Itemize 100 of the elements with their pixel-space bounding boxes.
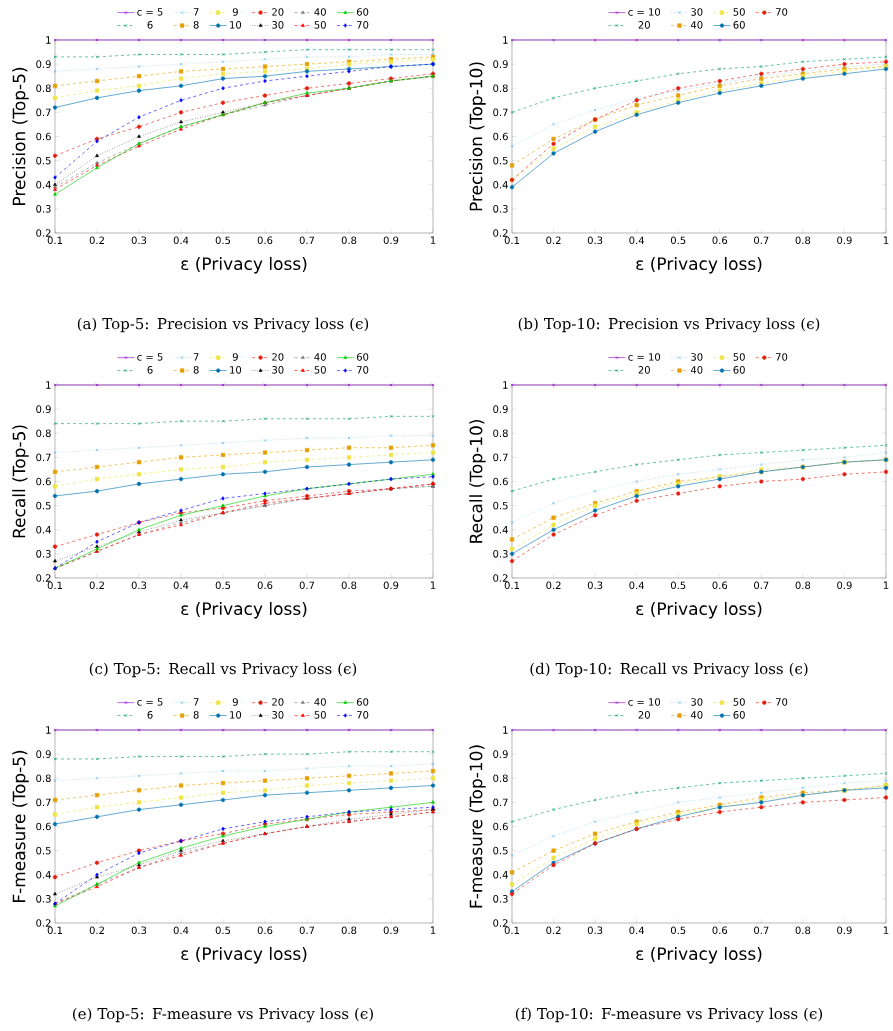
x-tick-label: 0.9 — [837, 581, 852, 590]
x-tick-label: 1 — [883, 581, 889, 589]
legend-label: 40 — [314, 8, 326, 16]
legend-label: 50 — [733, 698, 745, 706]
x-tick-label: 0.9 — [383, 236, 399, 245]
x-tick-label: 0.7 — [299, 581, 315, 590]
y-tick-label: 0.2 — [36, 919, 51, 927]
legend-label: 20 — [272, 698, 284, 706]
y-axis-title: F-measure (Top-10) — [469, 745, 486, 908]
legend-label: 8 — [193, 711, 199, 719]
y-tick-label: 0.3 — [36, 205, 51, 213]
x-tick-label: 0.7 — [754, 581, 769, 590]
legend-label: c = 10 — [628, 353, 661, 361]
y-tick-label: 0.9 — [493, 750, 508, 758]
legend-label: 8 — [193, 21, 199, 29]
y-tick-label: 0.4 — [493, 180, 508, 189]
legend-label: 60 — [356, 698, 369, 706]
y-tick-label: 1 — [503, 381, 508, 389]
x-tick-label: 1 — [430, 581, 436, 589]
y-tick-label: 0.9 — [36, 60, 51, 68]
legend-label: 7 — [193, 353, 199, 361]
y-tick-label: 1 — [46, 36, 51, 44]
x-tick-label: 1 — [430, 926, 436, 934]
legend-label: c = 10 — [628, 698, 661, 706]
legend-label: 60 — [733, 21, 745, 29]
x-tick-label: 0.2 — [546, 581, 561, 590]
legend-label: 10 — [230, 711, 242, 719]
x-tick-label: 0.2 — [89, 236, 104, 245]
x-axis-title: ε (Privacy loss) — [181, 601, 307, 619]
x-tick-label: 0.8 — [795, 926, 811, 935]
legend-label: 60 — [356, 8, 369, 16]
x-tick-label: 0.4 — [173, 236, 189, 245]
x-tick-label: 0.8 — [795, 236, 811, 245]
text: (f) Top-10: F-measure vs Privacy loss (ϵ) — [515, 1007, 823, 1023]
x-axis-title: ε (Privacy loss) — [636, 256, 762, 274]
y-tick-label: 0.2 — [493, 919, 508, 927]
text: (e) Top-5: F-measure vs Privacy loss (ϵ) — [73, 1007, 373, 1023]
x-tick-label: 0.9 — [383, 581, 399, 590]
x-tick-label: 0.5 — [670, 581, 686, 590]
y-tick-label: 0.7 — [493, 108, 508, 117]
legend-label: 6 — [147, 711, 153, 719]
y-tick-label: 0.7 — [493, 453, 508, 462]
legend-label: 6 — [147, 21, 153, 29]
x-tick-label: 0.8 — [341, 926, 357, 935]
x-tick-label: 0.3 — [131, 236, 147, 245]
x-tick-label: 0.3 — [587, 581, 603, 590]
x-tick-label: 0.6 — [257, 236, 273, 245]
legend-label: 70 — [357, 21, 369, 29]
y-tick-label: 0.3 — [493, 205, 508, 213]
x-tick-label: 0.1 — [47, 236, 63, 245]
x-axis-title: ε (Privacy loss) — [181, 256, 307, 274]
legend-label: 20 — [272, 8, 284, 16]
y-tick-label: 0.7 — [36, 453, 51, 462]
y-tick-label: 0.2 — [36, 229, 51, 237]
y-tick-label: 0.4 — [493, 525, 508, 534]
y-tick-label: 1 — [46, 381, 51, 389]
legend-label: 70 — [357, 711, 369, 719]
y-tick-label: 0.6 — [493, 132, 508, 141]
x-tick-label: 0.2 — [546, 236, 561, 245]
legend-label: 60 — [356, 353, 369, 361]
x-axis-title: ε (Privacy loss) — [636, 946, 762, 964]
y-tick-label: 0.8 — [36, 774, 51, 783]
legend-label: 20 — [638, 711, 650, 719]
x-axis-title: ε (Privacy loss) — [181, 946, 307, 964]
x-tick-label: 1 — [883, 926, 889, 934]
x-tick-label: 0.6 — [712, 236, 728, 245]
y-tick-label: 0.5 — [493, 501, 508, 510]
x-tick-label: 0.9 — [837, 926, 852, 935]
y-tick-label: 0.9 — [493, 60, 508, 68]
legend-label: 30 — [272, 711, 284, 719]
x-tick-label: 0.8 — [341, 236, 357, 245]
y-axis-title: Precision (Top-10) — [469, 62, 486, 211]
x-tick-label: 0.8 — [341, 581, 357, 590]
y-tick-label: 1 — [503, 36, 508, 44]
y-tick-label: 0.3 — [493, 550, 508, 558]
x-tick-label: 0.7 — [754, 236, 769, 245]
legend-label: 30 — [691, 698, 703, 706]
y-tick-label: 0.9 — [36, 750, 51, 758]
y-tick-label: 0.3 — [36, 550, 51, 558]
x-tick-label: 0.4 — [629, 926, 645, 935]
x-tick-label: 0.9 — [837, 236, 852, 245]
legend-label: 60 — [733, 711, 745, 719]
y-tick-label: 0.8 — [36, 429, 51, 438]
x-tick-label: 0.4 — [629, 236, 645, 245]
text: (d) Top-10: Recall vs Privacy loss (ϵ) — [530, 662, 808, 678]
x-tick-label: 0.2 — [546, 926, 561, 935]
legend-label: 20 — [638, 366, 650, 374]
x-tick-label: 0.6 — [712, 926, 728, 935]
x-tick-label: 0.1 — [47, 581, 63, 590]
y-tick-label: 0.8 — [493, 774, 508, 783]
y-tick-label: 0.9 — [36, 405, 51, 413]
x-tick-label: 0.2 — [89, 581, 104, 590]
y-tick-label: 0.6 — [493, 477, 508, 486]
x-tick-label: 0.5 — [670, 926, 686, 935]
y-tick-label: 0.3 — [36, 895, 51, 903]
legend-label: 70 — [775, 8, 788, 16]
y-tick-label: 0.6 — [493, 822, 508, 831]
x-tick-label: 0.1 — [504, 581, 520, 590]
legend-label: c = 10 — [628, 8, 661, 16]
y-tick-label: 0.6 — [36, 477, 51, 486]
